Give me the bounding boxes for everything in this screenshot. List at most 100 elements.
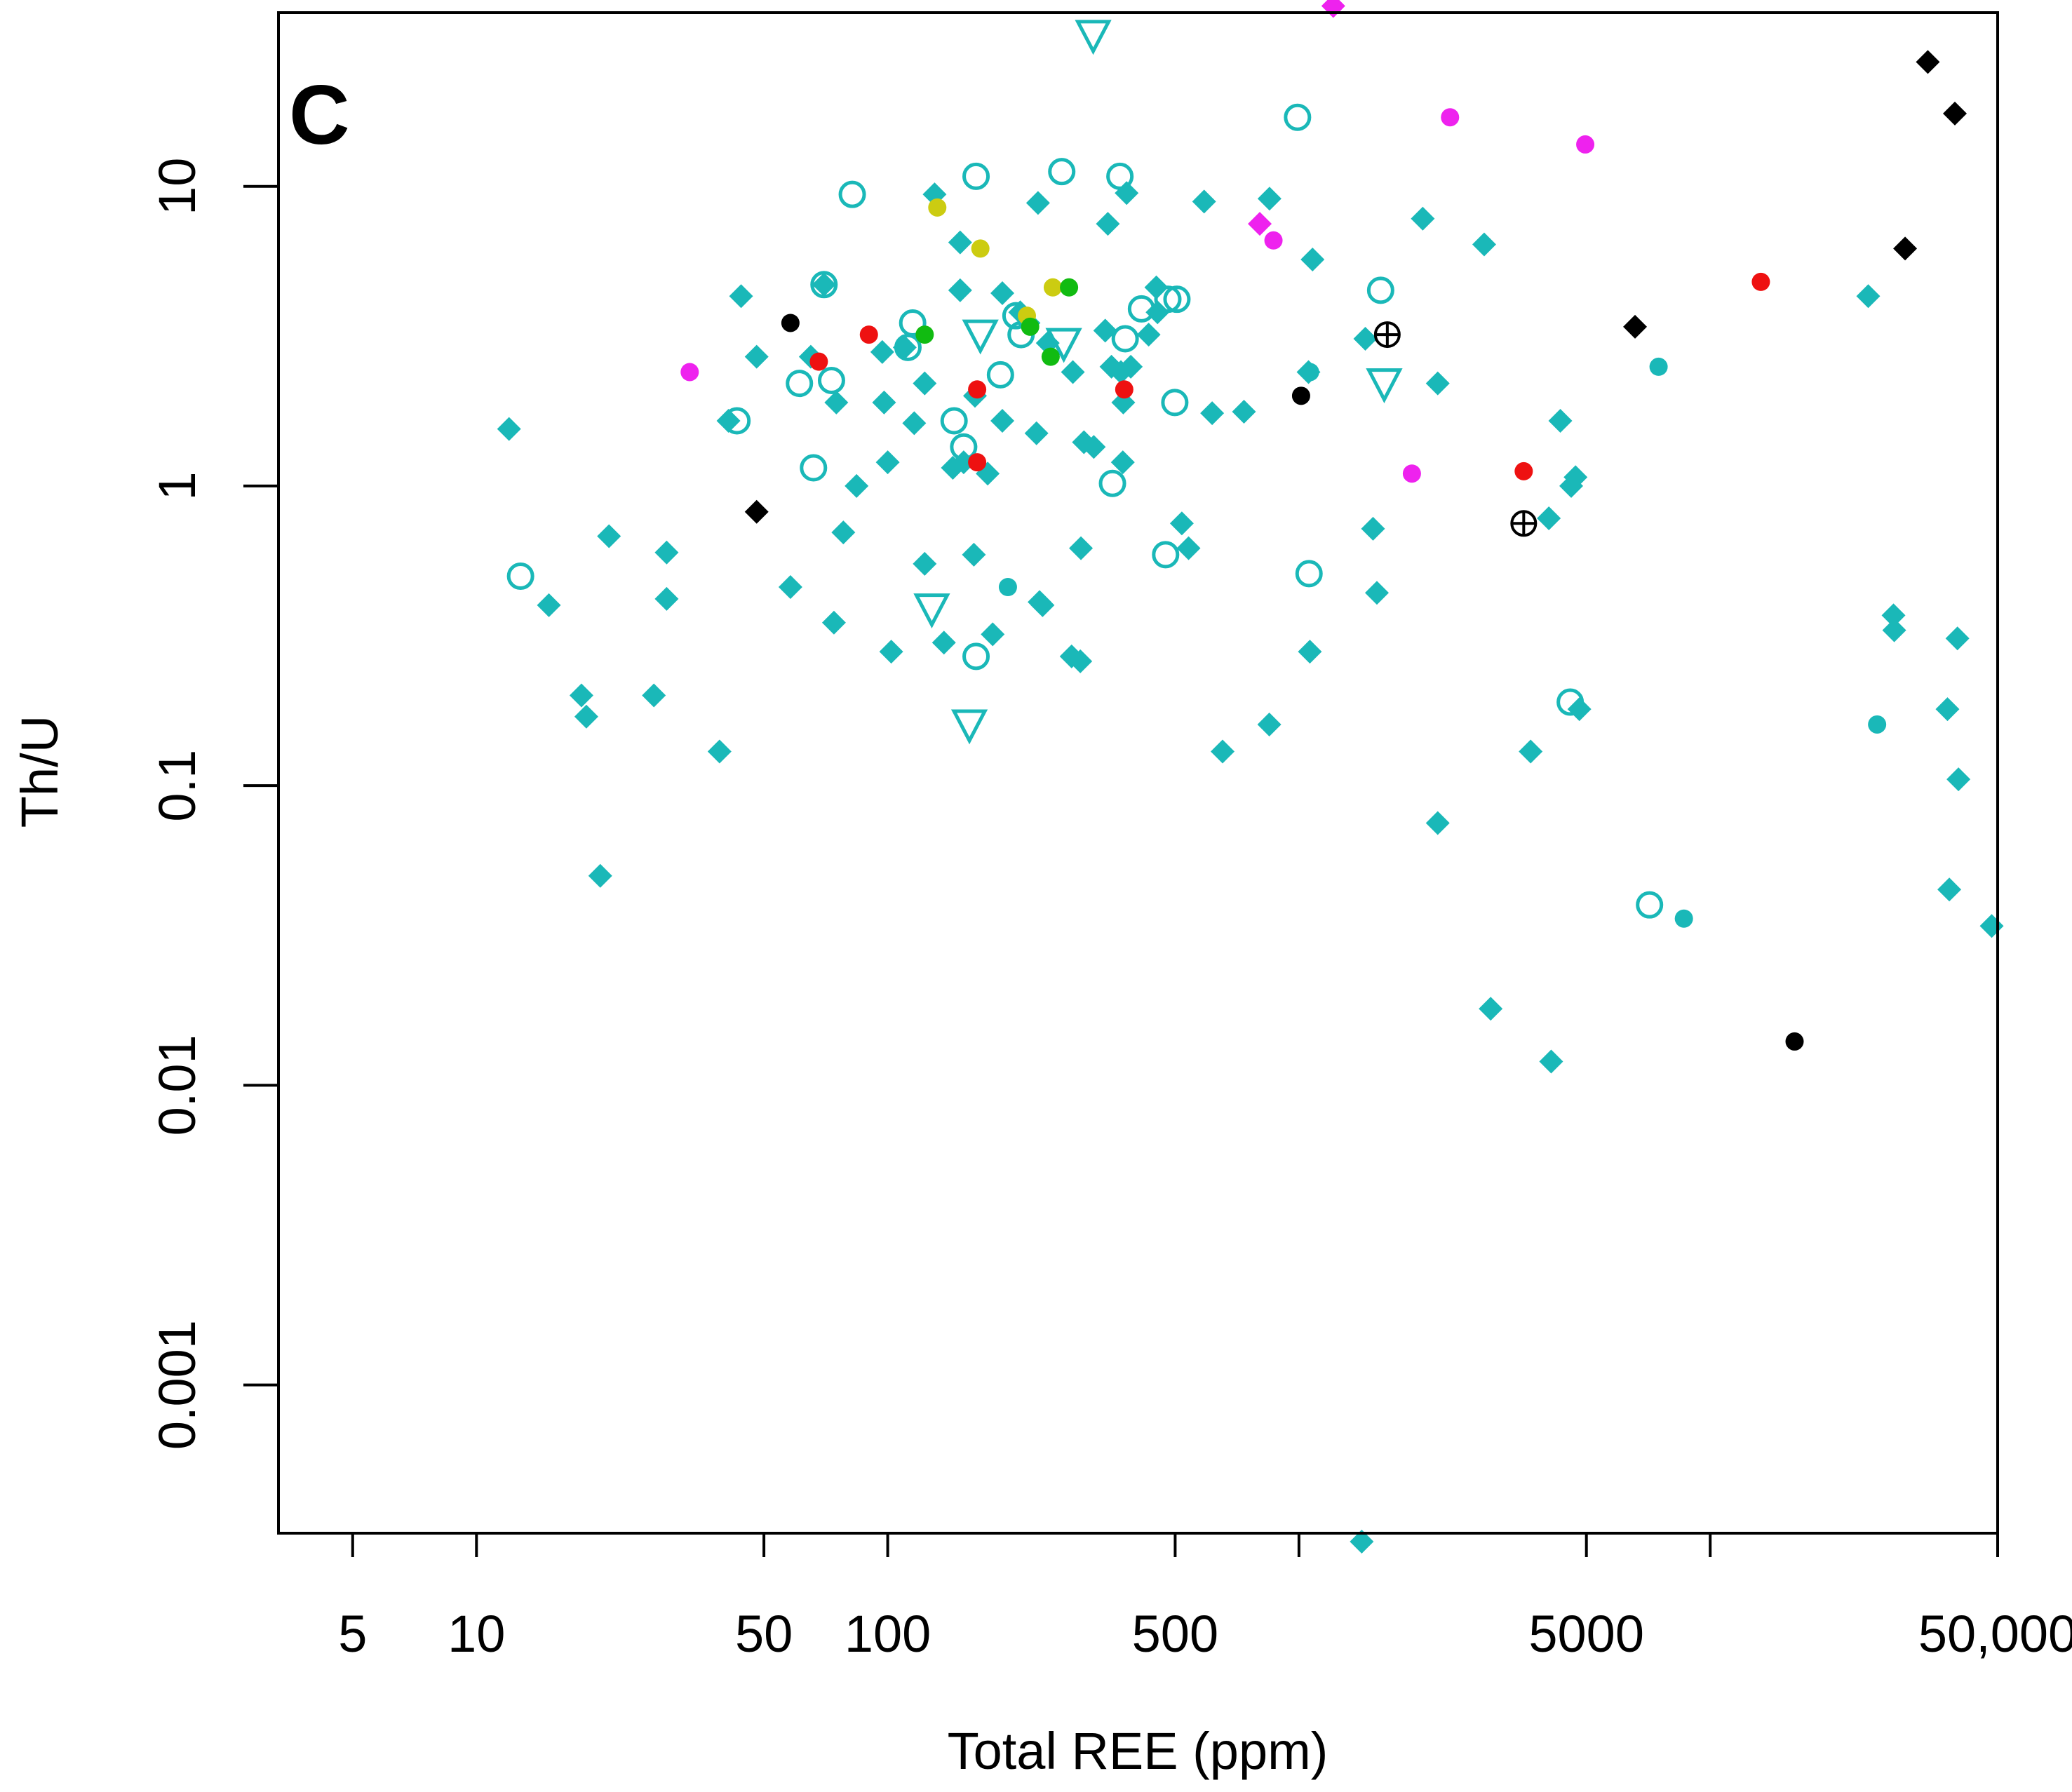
data-point	[990, 409, 1015, 433]
data-point	[998, 577, 1017, 596]
data-point	[1176, 536, 1201, 560]
data-point	[506, 562, 534, 591]
series-black-diamonds	[744, 50, 1967, 524]
x-tick-label: 50,000	[1918, 1605, 2072, 1663]
data-point	[1548, 409, 1573, 433]
data-point	[1041, 347, 1060, 366]
data-point	[1030, 593, 1055, 617]
data-point	[986, 361, 1014, 389]
data-point	[1264, 231, 1283, 250]
data-point	[1025, 191, 1050, 215]
data-point	[940, 407, 968, 435]
data-point	[1425, 371, 1450, 396]
data-point	[1152, 541, 1180, 569]
x-tick-label: 10	[448, 1605, 505, 1663]
data-point	[831, 520, 856, 545]
data-point	[1192, 189, 1216, 214]
series-teal-diamonds	[497, 181, 2004, 1554]
data-point	[642, 683, 666, 708]
data-point	[875, 450, 900, 475]
data-point	[1300, 363, 1319, 382]
data-point	[1291, 386, 1310, 405]
panel-label: C	[289, 68, 350, 162]
data-point	[1284, 103, 1312, 131]
data-point	[1364, 581, 1389, 605]
data-point	[1111, 325, 1139, 353]
data-point	[729, 284, 753, 309]
data-point	[1556, 688, 1585, 716]
data-point	[1514, 462, 1533, 480]
data-point	[716, 409, 741, 433]
data-point	[1402, 464, 1421, 483]
series-red-circles	[809, 272, 1770, 480]
data-point	[1479, 997, 1503, 1021]
data-point	[781, 314, 800, 332]
data-point	[1751, 272, 1770, 291]
data-point	[1649, 357, 1668, 376]
data-point	[1257, 187, 1281, 211]
data-point	[1257, 712, 1281, 736]
data-point	[1576, 135, 1595, 154]
x-axis-title: Total REE (ppm)	[948, 1722, 1328, 1780]
data-point	[928, 198, 947, 217]
data-point	[817, 366, 845, 394]
x-tick-label: 50	[735, 1605, 793, 1663]
data-point	[778, 574, 802, 599]
data-point	[1021, 317, 1040, 336]
data-point	[744, 499, 769, 524]
series-green-circles	[915, 278, 1079, 366]
data-point	[597, 524, 621, 548]
data-point	[913, 371, 937, 396]
data-point	[1519, 739, 1543, 764]
data-point	[1373, 321, 1401, 349]
data-point	[1916, 50, 1940, 74]
data-point	[1232, 399, 1256, 424]
data-point	[1106, 162, 1134, 190]
data-point	[845, 473, 869, 498]
data-point	[744, 344, 769, 369]
data-point	[1136, 323, 1161, 347]
data-point	[1945, 626, 1970, 651]
data-point	[800, 454, 828, 482]
data-point	[1161, 389, 1189, 417]
data-point	[931, 631, 956, 655]
data-point	[1353, 326, 1378, 351]
data-point	[950, 433, 978, 461]
data-point	[1868, 715, 1887, 734]
data-point	[1098, 469, 1126, 497]
data-point	[1881, 603, 1906, 628]
data-point	[1425, 811, 1450, 835]
data-point	[1937, 877, 1962, 902]
x-tick-label: 500	[1132, 1605, 1218, 1663]
series-teal-filled-circles	[998, 357, 1887, 928]
data-point	[1115, 380, 1133, 399]
series-magenta-diamonds	[1248, 0, 1345, 236]
data-point	[537, 593, 561, 617]
data-point	[1024, 421, 1049, 445]
data-point	[859, 325, 878, 344]
axes: 5 10 50 100 500 5000 50,000 0.001 0.01 0.1 1 10	[148, 158, 2072, 1663]
data-point	[588, 863, 612, 888]
data-point	[654, 586, 679, 611]
data-point	[1096, 212, 1120, 236]
y-tick-label: 0.1	[148, 750, 206, 822]
data-point	[1785, 1032, 1804, 1051]
data-point	[1537, 506, 1561, 531]
data-point	[1127, 295, 1155, 323]
data-point	[569, 683, 593, 708]
data-point	[1068, 649, 1093, 673]
data-point	[1163, 285, 1191, 314]
data-point	[1623, 314, 1648, 339]
data-point	[1510, 510, 1538, 537]
data-point	[1350, 1529, 1374, 1554]
data-point	[1563, 465, 1588, 490]
data-point	[1210, 739, 1235, 764]
data-point	[1069, 536, 1094, 560]
data-point	[1882, 618, 1906, 642]
data-point	[574, 704, 598, 729]
data-point	[1441, 108, 1460, 127]
data-point	[786, 370, 814, 398]
data-point	[707, 739, 732, 764]
data-point	[809, 352, 828, 371]
